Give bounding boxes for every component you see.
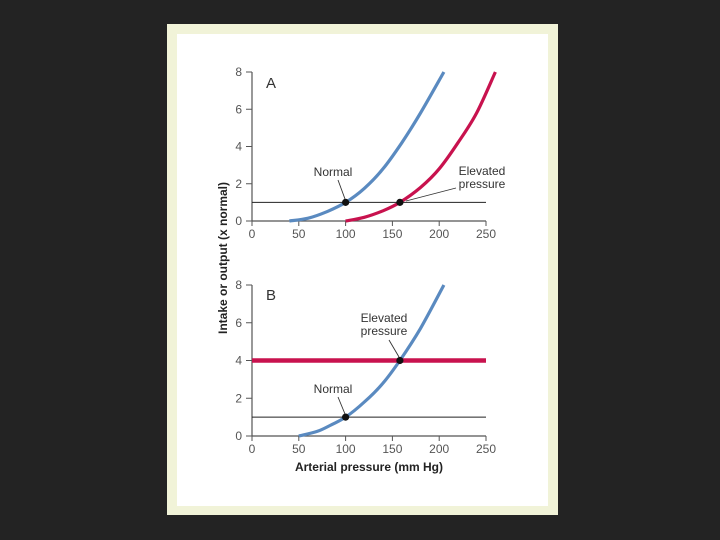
panel-a-x-tick-label: 250 <box>476 227 496 241</box>
panel-b-y-tick-label: 4 <box>235 354 242 368</box>
panel-a-point-normal-equilibrium <box>342 198 350 206</box>
panel-b-x-tick-label: 150 <box>382 442 402 456</box>
panel-a-leader-normal <box>337 179 346 200</box>
panel-b-series-0 <box>298 284 446 438</box>
panel-a-y-tick-label: 2 <box>235 177 242 191</box>
panel-a-series-0 <box>289 71 446 223</box>
panel-a-y-tick-label: 6 <box>235 102 242 116</box>
panel-b-x-tick-label: 50 <box>292 442 306 456</box>
panel-b-x-tick-label: 0 <box>249 442 256 456</box>
panel-a-series-1 <box>345 71 497 223</box>
panel-b-y-tick-label: 8 <box>235 278 242 292</box>
panel-a-letter: A <box>266 75 276 92</box>
panel-b-y-tick-label: 0 <box>235 429 242 443</box>
panel-a-x-tick-label: 150 <box>382 227 402 241</box>
panel-a-annotation-normal: Normal <box>314 165 353 179</box>
panel-b-leader-normal <box>337 396 346 415</box>
panel-a-y-tick-label: 0 <box>235 214 242 228</box>
panel-b-annotation-elevated: pressure <box>361 324 408 338</box>
panel-a-annotation-elevated: Elevated <box>459 164 506 178</box>
panel-a-y-tick-label: 4 <box>235 140 242 154</box>
panel-a-x-tick-label: 100 <box>336 227 356 241</box>
panel-a-annotation-elevated: pressure <box>459 177 506 191</box>
panel-b-y-tick-label: 6 <box>235 316 242 330</box>
panel-b-annotation-normal: Normal <box>314 382 353 396</box>
panel-a-y-tick-label: 8 <box>235 65 242 79</box>
panel-a-x-tick-label: 50 <box>292 227 306 241</box>
panel-b-x-tick-label: 200 <box>429 442 449 456</box>
panel-b-point-normal-equilibrium <box>342 413 350 421</box>
panel-b-x-tick-label: 250 <box>476 442 496 456</box>
figure-panel <box>177 34 548 506</box>
panel-a-point-elevated-equilibrium <box>396 198 404 206</box>
x-axis-title: Arterial pressure (mm Hg) <box>295 460 443 474</box>
panel-b-y-tick-label: 2 <box>235 391 242 405</box>
panel-b-x-tick-label: 100 <box>336 442 356 456</box>
panel-a-x-tick-label: 0 <box>249 227 256 241</box>
panel-b-annotation-elevated: Elevated <box>361 311 408 325</box>
panel-b-point-elevated-equilibrium <box>396 356 404 365</box>
panel-b-leader-elevated <box>388 339 400 358</box>
panel-b-letter: B <box>266 287 276 304</box>
panel-a-x-tick-label: 200 <box>429 227 449 241</box>
panel-a-leader-elevated <box>405 187 457 202</box>
y-axis-title: Intake or output (x normal) <box>216 182 230 334</box>
